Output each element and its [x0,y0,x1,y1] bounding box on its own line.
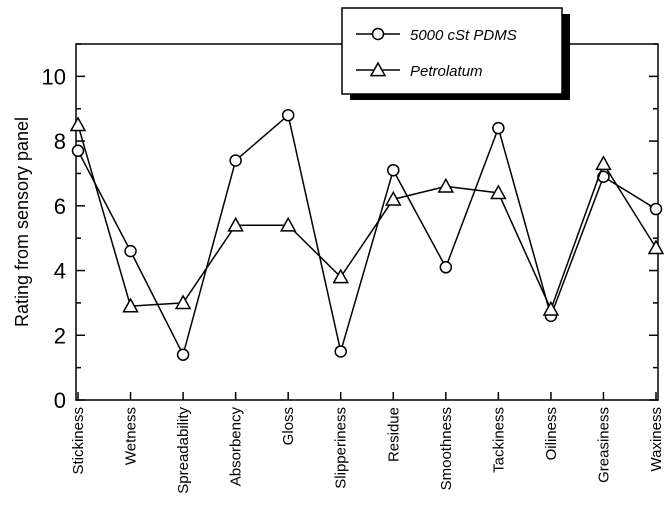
x-category-label: Spreadability [175,407,192,494]
x-axis: Stickiness Wetness Spreadability Absorbency… [70,392,665,494]
series-line [77,113,657,357]
x-category-label: Residue [385,407,402,462]
data-point-circle [439,261,453,274]
data-point-circle [281,108,295,122]
legend-label: Petrolatum [410,63,483,80]
data-point-triangle [122,297,139,313]
data-point-triangle [595,155,612,171]
x-category-label: Wetness [123,407,140,465]
data-point-triangle [174,294,192,310]
data-point-circle [229,154,242,167]
data-point-triangle [227,216,244,232]
x-category-label: Stickiness [70,407,87,475]
y-axis: 0 2 4 6 8 10 [42,43,658,413]
data-point-circle [176,348,190,361]
x-category-label: Smoothness [438,407,455,490]
x-category-label: Absorbency [228,407,245,487]
y-tick-label: 4 [54,259,66,284]
y-tick-label: 10 [42,64,66,89]
series-2 [69,116,665,316]
y-tick-label: 6 [54,194,66,219]
data-point-circle [71,144,85,158]
data-point-triangle [384,190,402,206]
legend-label: 5000 cSt PDMS [410,27,517,44]
x-category-label: Greasiness [595,407,612,483]
data-point-circle [387,163,400,177]
legend-marker-circle [371,27,385,41]
legend-box [341,7,563,95]
y-tick-label: 8 [54,129,66,154]
data-point-triangle [647,239,665,255]
x-category-label: Slipperiness [333,407,350,489]
data-point-circle [597,170,610,183]
data-point-circle [124,244,137,258]
data-point-circle [492,121,505,135]
y-tick-label: 2 [54,323,66,348]
data-point-triangle [69,116,87,132]
data-point-circle [334,345,347,358]
data-point-triangle [279,216,297,232]
data-point-triangle [542,300,560,316]
legend-marker-triangle [369,61,387,77]
series-layer [69,108,665,361]
data-point-triangle [490,184,507,200]
x-category-label: Waxiness [648,407,665,471]
x-category-label: Tackiness [490,407,507,473]
legend: 5000 cSt PDMS Petrolatum [341,7,570,100]
y-tick-label: 0 [54,388,66,413]
y-axis-label: Rating from sensory panel [12,117,32,327]
data-point-triangle [437,177,455,193]
data-point-circle [649,202,663,216]
series-1 [71,108,663,361]
data-point-triangle [332,268,350,284]
x-category-label: Gloss [280,407,297,445]
series-line [77,124,657,312]
x-category-label: Oiliness [543,407,560,460]
